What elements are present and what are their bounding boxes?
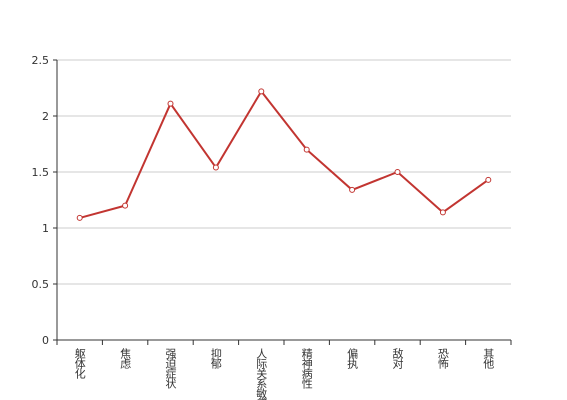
line [79, 89, 489, 219]
x-tick-label: 精神病性 [300, 348, 313, 390]
y-tick-label: 2.5 [32, 54, 50, 67]
point [303, 146, 310, 153]
x-tick-label: 偏执 [346, 347, 359, 370]
x-tick-label: 焦虑 [119, 348, 132, 369]
x-tick-label: 抑郁 [209, 347, 222, 369]
point [485, 176, 492, 183]
y-tick-label: 0.5 [32, 278, 50, 291]
x-tick-label: 躯体化 [73, 348, 86, 380]
point [394, 169, 401, 175]
point [258, 88, 265, 95]
x-tick-label: 人际关系敏感 [255, 348, 268, 400]
y-tick-label: 1 [42, 222, 49, 235]
x-tick-label: 敌对 [391, 347, 404, 369]
y-tick-label: 1.5 [32, 166, 50, 179]
y-tick-label: 0 [42, 334, 49, 347]
point [212, 164, 219, 171]
x-tick-label: 其他 [482, 348, 495, 369]
x-tick-label: 恐怖 [436, 348, 449, 369]
point [167, 100, 174, 107]
y-tick-label: 2 [42, 110, 49, 123]
point [122, 202, 129, 209]
point [76, 214, 83, 221]
point [439, 209, 446, 216]
x-tick-label: 强迫症状 [164, 348, 177, 389]
point [349, 186, 356, 193]
